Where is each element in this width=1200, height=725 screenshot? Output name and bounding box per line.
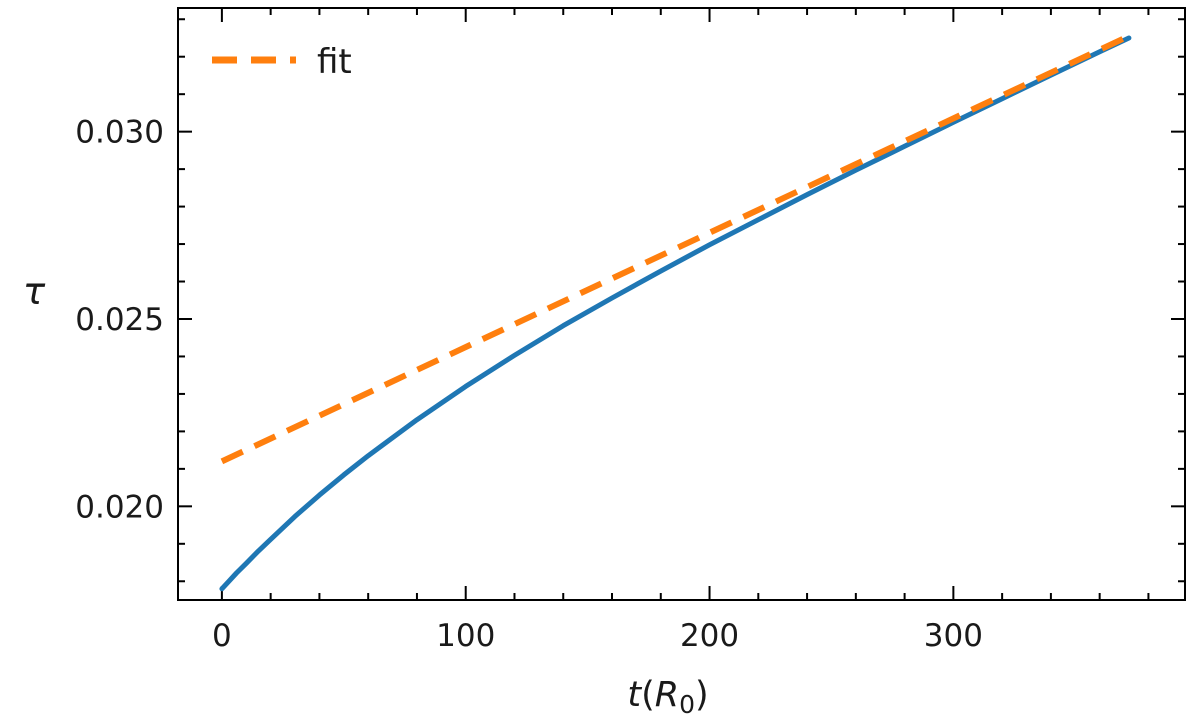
x-tick-label: 100 [436, 618, 495, 654]
x-tick-label: 300 [924, 618, 983, 654]
legend: fit [212, 42, 352, 82]
y-tick-label: 0.020 [75, 489, 164, 525]
x-axis-label: t(R0) [627, 675, 708, 719]
ticks-layer: 0 100 200 300 0.020 0.025 0.030 [75, 8, 1185, 654]
y-tick-label: 0.025 [75, 302, 164, 338]
legend-label: fit [317, 42, 352, 82]
y-tick-label: 0.030 [75, 115, 164, 151]
series-fit [220, 33, 1131, 465]
series-simulation [219, 35, 1132, 592]
x-tick-label: 0 [212, 618, 232, 654]
y-axis-label: τ [23, 270, 46, 313]
series-layer [219, 33, 1132, 592]
x-tick-label: 200 [680, 618, 739, 654]
axes-frame [177, 7, 1186, 601]
